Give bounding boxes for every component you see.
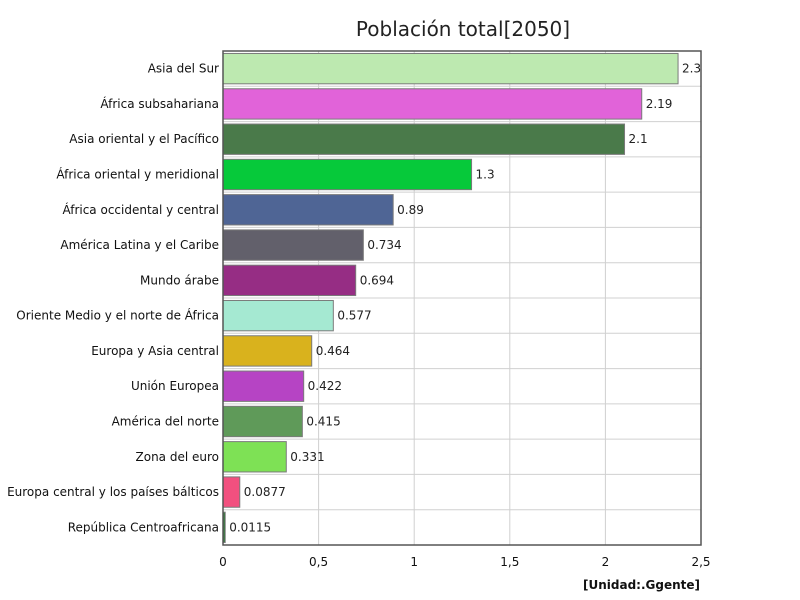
data-label: 0.89 [397, 203, 424, 217]
bar [222, 264, 357, 297]
bar [222, 299, 334, 332]
data-label: 0.0115 [229, 520, 271, 534]
data-label: 0.734 [367, 238, 401, 252]
data-label: 0.694 [360, 273, 394, 287]
x-tick-label: 2 [602, 555, 610, 569]
bar [222, 405, 303, 438]
bar [222, 335, 313, 367]
category-label: África oriental y meridional [56, 167, 219, 182]
category-label: Unión Europea [131, 379, 219, 393]
bar [222, 441, 287, 473]
bar [222, 88, 643, 120]
category-label: África subsahariana [100, 96, 219, 111]
x-tick-label: 0 [219, 555, 227, 569]
data-label: 0.415 [306, 415, 340, 429]
data-label: 2.3 [682, 62, 701, 76]
unit-label: [Unidad:.Ggente] [583, 578, 700, 592]
x-axis-ticks: 0 0,5 1 1,5 2 2,5 [219, 555, 710, 569]
bar [222, 158, 473, 191]
bar [222, 123, 626, 155]
plot-frame [222, 50, 702, 546]
data-label: 2.1 [629, 132, 648, 146]
bar [222, 476, 241, 508]
data-label: 0.577 [337, 309, 371, 323]
bar [222, 370, 305, 402]
data-label: 0.331 [290, 450, 324, 464]
bars [222, 52, 679, 544]
category-label: Zona del euro [136, 450, 219, 464]
chart-title: Población total[2050] [356, 17, 570, 41]
data-label: 0.464 [316, 344, 350, 358]
x-tick-label: 1 [410, 555, 418, 569]
category-labels: Asia del Sur África subsahariana Asia orie… [7, 62, 219, 535]
category-label: República Centroafricana [68, 520, 219, 534]
category-label: Europa central y los países bálticos [7, 485, 219, 499]
x-tick-label: 1,5 [500, 555, 519, 569]
data-label: 1.3 [476, 168, 495, 182]
category-label: América del norte [112, 415, 219, 429]
x-tick-label: 2,5 [691, 555, 710, 569]
grid [223, 51, 701, 545]
x-tick-label: 0,5 [309, 555, 328, 569]
category-label: Mundo árabe [140, 273, 219, 287]
value-labels: 2.3 2.19 2.1 1.3 0.89 0.734 0.694 0.577 0.464 0.4… [229, 62, 701, 535]
category-label: Asia oriental y el Pacífico [69, 132, 219, 146]
category-label: Europa y Asia central [91, 344, 219, 358]
category-label: África occidental y central [62, 202, 219, 217]
bar [222, 229, 364, 261]
category-label: América Latina y el Caribe [60, 238, 219, 252]
bar [222, 52, 679, 85]
data-label: 0.422 [308, 379, 342, 393]
data-label: 2.19 [646, 97, 673, 111]
data-label: 0.0877 [244, 485, 286, 499]
category-label: Asia del Sur [148, 62, 219, 76]
bar [222, 194, 394, 226]
category-label: Oriente Medio y el norte de África [16, 308, 219, 323]
